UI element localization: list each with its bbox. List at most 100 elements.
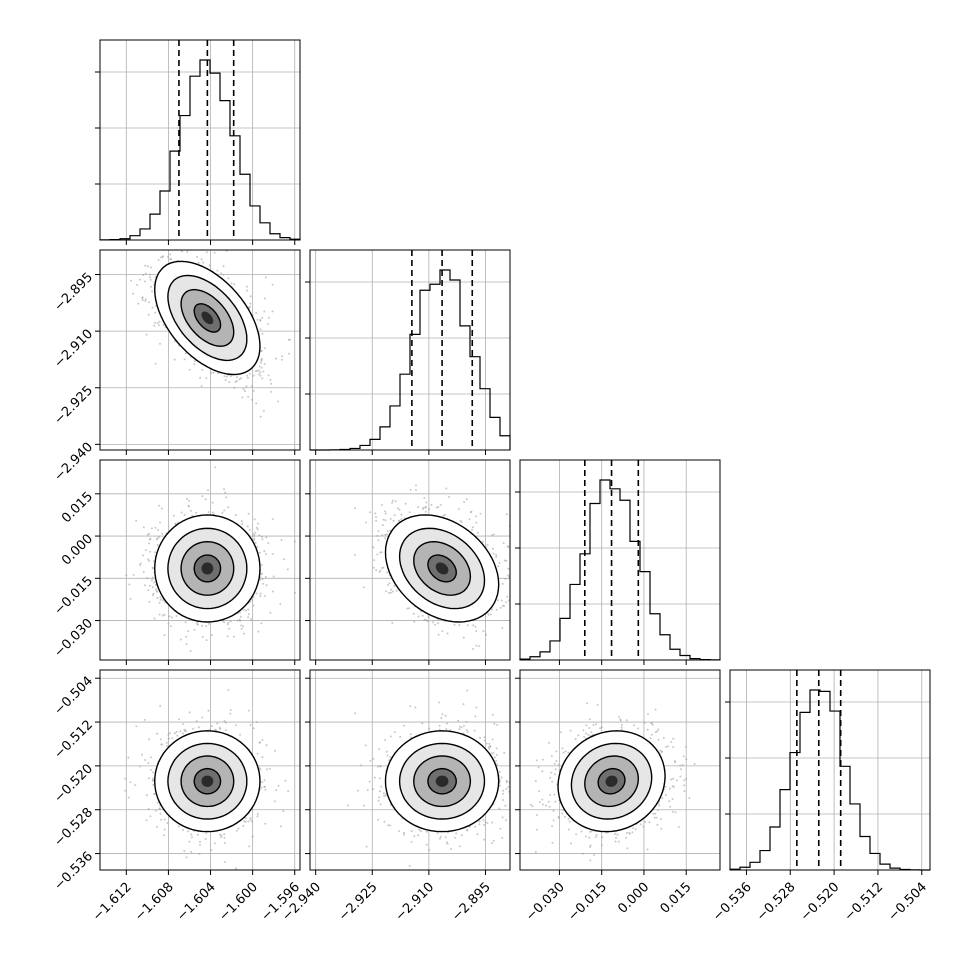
scatter-panel-3-0 xyxy=(99,669,301,871)
scatter-point xyxy=(159,812,162,815)
scatter-point xyxy=(482,540,484,543)
scatter-point xyxy=(149,276,151,279)
scatter-point xyxy=(221,511,224,514)
scatter-point xyxy=(264,575,267,578)
scatter-point xyxy=(185,635,188,638)
scatter-point xyxy=(158,504,161,507)
contour-line-0 xyxy=(193,303,222,333)
scatter-point xyxy=(127,796,130,799)
scatter-point xyxy=(393,514,396,517)
scatter-point xyxy=(175,730,178,733)
scatter-point xyxy=(432,621,435,624)
scatter-point xyxy=(159,705,162,707)
scatter-point xyxy=(249,724,252,726)
scatter-point xyxy=(261,578,264,581)
scatter-point xyxy=(226,635,229,638)
scatter-point xyxy=(492,533,495,536)
scatter-point xyxy=(249,305,252,308)
contour-line-1 xyxy=(180,540,235,596)
scatter-point xyxy=(362,586,365,589)
scatter-point xyxy=(256,813,259,815)
scatter-point xyxy=(408,607,410,610)
scatter-point xyxy=(183,849,186,852)
scatter-point xyxy=(170,258,172,261)
scatter-point xyxy=(227,689,230,691)
scatter-point xyxy=(262,370,265,373)
scatter-point xyxy=(259,371,262,374)
scatter-point xyxy=(246,289,248,292)
scatter-point xyxy=(158,613,161,616)
scatter-point xyxy=(201,624,204,627)
scatter-point xyxy=(252,533,255,536)
scatter-point xyxy=(382,518,385,521)
scatter-point xyxy=(207,489,209,492)
scatter-point xyxy=(151,586,154,589)
scatter-point xyxy=(288,352,291,355)
scatter-point xyxy=(224,729,227,732)
scatter-point xyxy=(199,840,201,843)
scatter-point xyxy=(257,522,259,525)
scatter-point xyxy=(375,519,378,522)
scatter-point xyxy=(258,767,261,770)
scatter-point xyxy=(250,820,253,823)
scatter-point xyxy=(255,526,258,529)
hist-panel-3 xyxy=(725,669,931,871)
scatter-point xyxy=(158,601,161,604)
scatter-point xyxy=(256,545,259,548)
scatter-point xyxy=(270,390,273,393)
scatter-point xyxy=(248,845,251,848)
scatter-point xyxy=(207,622,210,625)
scatter-point xyxy=(275,789,278,792)
scatter-point xyxy=(181,250,183,253)
scatter-point xyxy=(249,818,252,821)
scatter-point xyxy=(147,313,150,316)
scatter-point xyxy=(147,301,150,304)
scatter-point xyxy=(230,282,233,285)
scatter-point xyxy=(159,738,162,741)
scatter-point xyxy=(459,519,462,522)
scatter-point xyxy=(124,789,127,792)
scatter-point xyxy=(185,643,188,646)
scatter-point xyxy=(225,375,228,378)
scatter-point xyxy=(125,574,128,577)
scatter-point xyxy=(129,781,132,784)
scatter-point xyxy=(158,536,160,539)
scatter-point xyxy=(244,817,247,820)
scatter-point xyxy=(239,619,242,622)
scatter-point xyxy=(249,302,252,305)
scatter-point xyxy=(462,636,465,639)
scatter-panel-1-0 xyxy=(99,249,301,451)
scatter-point xyxy=(277,400,280,403)
scatter-point xyxy=(261,538,264,541)
scatter-point xyxy=(201,716,204,719)
scatter-point xyxy=(259,578,262,581)
scatter-point xyxy=(154,526,157,529)
scatter-point xyxy=(497,565,500,568)
scatter-point xyxy=(242,625,245,628)
panel-frame xyxy=(99,459,301,661)
scatter-point xyxy=(182,829,184,832)
scatter-point xyxy=(379,569,382,572)
scatter-point xyxy=(159,808,162,811)
scatter-point xyxy=(167,255,169,258)
scatter-point xyxy=(258,373,260,376)
scatter-point xyxy=(251,835,254,838)
scatter-point xyxy=(197,261,200,264)
scatter-point xyxy=(390,588,393,591)
scatter-point xyxy=(472,647,475,650)
scatter-point xyxy=(262,582,265,585)
scatter-point xyxy=(148,559,151,562)
scatter-point xyxy=(293,540,296,543)
scatter-point xyxy=(193,363,196,366)
scatter-point xyxy=(260,573,263,576)
scatter-point xyxy=(423,497,426,499)
scatter-point xyxy=(211,725,213,728)
scatter-point xyxy=(239,733,242,736)
scatter-point xyxy=(394,500,397,503)
scatter-point xyxy=(217,372,220,375)
scatter-point xyxy=(147,762,150,764)
scatter-point xyxy=(435,506,438,509)
scatter-point xyxy=(417,615,420,618)
scatter-point xyxy=(385,533,388,536)
